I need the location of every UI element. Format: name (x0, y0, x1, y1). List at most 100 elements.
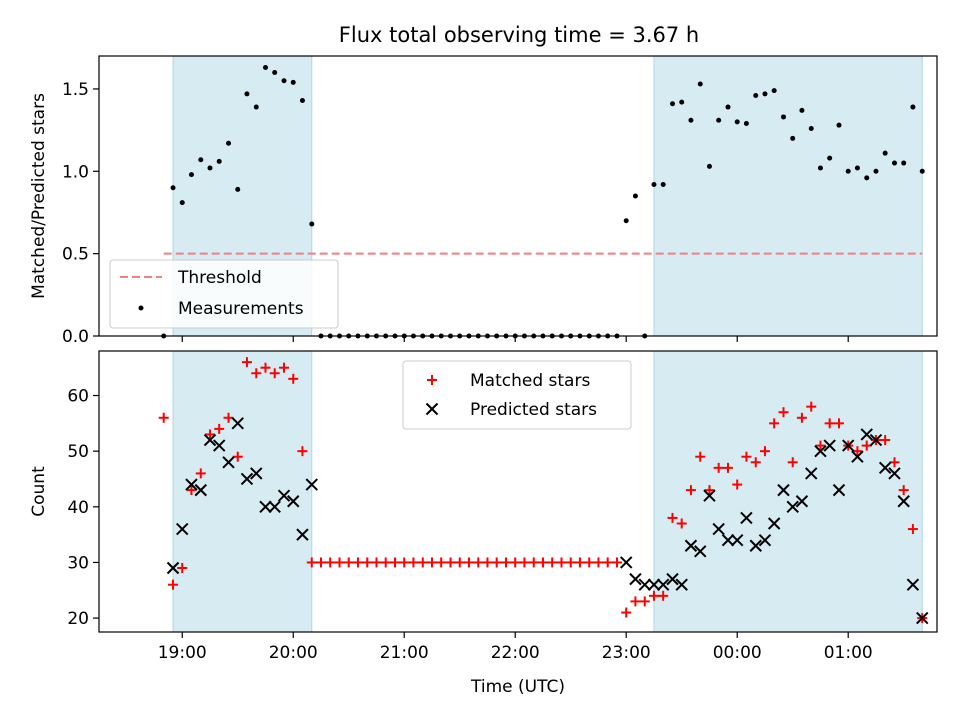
observing-window-2 (653, 55, 923, 337)
matched-star-point (722, 462, 733, 473)
predicted-star-point (916, 611, 929, 625)
matched-star-point (343, 557, 354, 568)
predicted-star-point (240, 472, 254, 486)
predicted-star-point (786, 500, 799, 514)
matched-star-point (297, 446, 308, 457)
measurement-point (753, 93, 759, 99)
predicted-star-point (814, 444, 827, 458)
predicted-star-point (675, 578, 688, 591)
x-tick-label: 23:00 (602, 643, 651, 663)
measurement-point (679, 99, 685, 105)
predicted-star-point (166, 561, 180, 575)
matched-star-point (501, 557, 512, 568)
observing-window-2 (653, 350, 923, 633)
matched-star-point (454, 557, 465, 568)
matched-star-point (630, 596, 641, 607)
measurement-point (854, 165, 860, 171)
matched-star-point (750, 457, 761, 468)
matched-star-point (639, 596, 650, 607)
measurement-point (799, 107, 805, 113)
matched-star-point (658, 590, 669, 601)
predicted-star-point (749, 539, 762, 552)
matched-star-point (168, 579, 179, 590)
predicted-star-point (277, 489, 291, 502)
matched-star-point (399, 557, 410, 568)
matched-star-point (889, 457, 900, 468)
predicted-star-point (176, 522, 189, 536)
matched-star-point (824, 418, 835, 429)
y-tick-label: 60 (67, 387, 89, 407)
matched-star-point (371, 557, 382, 568)
matched-star-point (482, 557, 493, 568)
matched-star-point (741, 451, 752, 462)
count-panel: 20 30 40 50 60 19:00 20:00 21:00 22:00 23:00 00:0… (29, 350, 938, 697)
measurement-point (651, 181, 657, 187)
matched-star-point (778, 407, 789, 418)
legend-plus-mark (427, 375, 437, 385)
predicted-star-point (851, 450, 864, 463)
matched-star-point (232, 451, 243, 462)
matched-star-point (241, 357, 252, 368)
matched-star-point (898, 485, 909, 496)
matched-star-point (732, 479, 743, 490)
matched-star-point (158, 412, 169, 423)
matched-star-point (574, 557, 585, 568)
legend-predicted-swatch (425, 402, 439, 416)
predicted-star-point (222, 456, 235, 469)
measurement-point (901, 160, 907, 166)
count-legend-box (402, 360, 632, 430)
matched-star-point (269, 368, 280, 379)
matched-star-point (325, 557, 336, 568)
y-tick-label: 20 (67, 609, 89, 629)
measurement-point (845, 168, 851, 174)
x-tick-label: 01:00 (824, 643, 873, 663)
x-axis-label: Time (UTC) (470, 677, 565, 697)
matched-star-point (584, 557, 595, 568)
matched-star-point (445, 557, 456, 568)
x-tick-label: 00:00 (713, 643, 762, 663)
y-tick-label: 0.5 (62, 245, 89, 265)
chart-title: Flux total observing time = 3.67 h (339, 23, 699, 47)
y-tick-label: 50 (67, 442, 89, 462)
predicted-star-point (795, 495, 809, 508)
matched-star-point (223, 412, 234, 423)
predicted-star-point (712, 522, 725, 536)
measurement-point (910, 104, 916, 110)
predicted-star-point (296, 528, 309, 541)
matched-star-point (408, 557, 419, 568)
measurement-point (882, 150, 888, 156)
matched-star-point (815, 440, 826, 451)
matched-star-point (306, 557, 317, 568)
predicted-star-point (231, 417, 244, 430)
matched-star-point (759, 446, 770, 457)
measurement-point (188, 172, 194, 178)
legend-predicted-label: Predicted stars (470, 400, 597, 420)
predicted-star-point (250, 467, 263, 480)
matched-star-point (204, 429, 215, 440)
matched-star-point (796, 412, 807, 423)
count-y-axis-label: Count (29, 466, 49, 517)
matched-star-point (251, 368, 262, 379)
predicted-star-point (647, 578, 661, 591)
predicted-star-point (629, 572, 642, 586)
matched-star-point (260, 362, 271, 373)
measurement-point (216, 158, 222, 164)
legend-x-mark (425, 402, 439, 416)
matched-star-point (806, 401, 817, 412)
legend-threshold-label: Threshold (177, 268, 262, 288)
predicted-star-point (694, 545, 707, 558)
count-legend: Matched stars Predicted stars (402, 360, 632, 430)
matched-star-point (648, 590, 659, 601)
x-tick-label: 21:00 (380, 643, 429, 663)
matched-star-point (510, 557, 521, 568)
predicted-star-point (758, 533, 772, 547)
matched-star-point (880, 435, 891, 446)
matched-star-point (907, 524, 918, 535)
x-tick-label: 20:00 (269, 643, 318, 663)
measurement-point (891, 160, 897, 166)
matched-star-point (667, 512, 678, 523)
matched-star-point (612, 557, 623, 568)
matched-star-point (390, 557, 401, 568)
measurement-point (272, 69, 278, 75)
matched-star-point (362, 557, 373, 568)
